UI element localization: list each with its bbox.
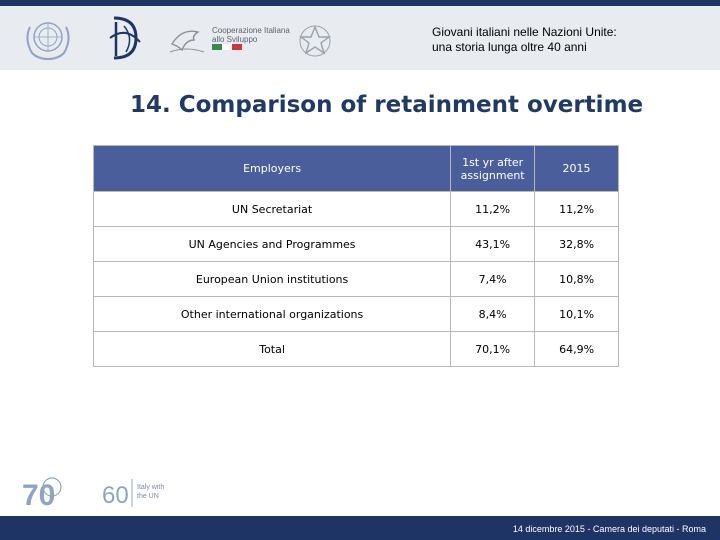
- table-row: European Union institutions 7,4% 10,8%: [92, 261, 619, 297]
- retainment-table: Employers 1st yr after assignment 2015 U…: [92, 145, 619, 367]
- first-year-cell: 70,1%: [450, 331, 536, 367]
- first-year-cell: 11,2%: [450, 191, 536, 227]
- year-2015-cell: 64,9%: [534, 331, 619, 367]
- year-2015-cell: 10,1%: [534, 296, 619, 332]
- header-title: Giovani italiani nelle Nazioni Unite: un…: [432, 25, 712, 55]
- coop-line-2: allo Sviluppo: [212, 35, 258, 44]
- table-row: UN Agencies and Programmes 43,1% 32,8%: [92, 226, 619, 262]
- first-year-cell: 43,1%: [450, 226, 536, 262]
- italian-republic-emblem-icon: [298, 24, 332, 60]
- first-year-cell: 7,4%: [450, 261, 536, 297]
- logo60-caption-1: Italy with: [137, 484, 164, 491]
- header-first-year: 1st yr after assignment: [450, 145, 536, 192]
- employer-cell: UN Agencies and Programmes: [92, 226, 452, 262]
- header-title-line-1: Giovani italiani nelle Nazioni Unite:: [432, 25, 617, 39]
- dove-icon: [169, 30, 205, 53]
- un-70-logo: 70: [20, 472, 100, 512]
- cooperazione-logo: Cooperazione Italiana allo Sviluppo: [168, 22, 308, 62]
- coop-line-1: Cooperazione Italiana: [212, 26, 290, 35]
- year-2015-cell: 10,8%: [534, 261, 619, 297]
- first-year-cell: 8,4%: [450, 296, 536, 332]
- footer-text: 14 dicembre 2015 - Camera dei deputati -…: [512, 524, 706, 534]
- bottom-bar: 14 dicembre 2015 - Camera dei deputati -…: [0, 516, 720, 540]
- italian-ministry-logo-icon: [104, 12, 146, 66]
- italy-flag-icon: [212, 44, 242, 50]
- italy-un-60-logo: 60 Italy with the UN: [102, 475, 198, 511]
- year-2015-cell: 11,2%: [534, 191, 619, 227]
- logo60-number: 60: [102, 482, 129, 509]
- employer-cell: Total: [92, 331, 452, 367]
- logo60-caption-2: the UN: [137, 493, 159, 500]
- header-2015: 2015: [534, 145, 619, 192]
- employer-cell: UN Secretariat: [92, 191, 452, 227]
- table-row-total: Total 70,1% 64,9%: [92, 331, 619, 367]
- header-title-line-2: una storia lunga oltre 40 anni: [432, 40, 587, 54]
- un-emblem-icon: [20, 13, 76, 65]
- table-row: UN Secretariat 11,2% 11,2%: [92, 191, 619, 227]
- table-row: Other international organizations 8,4% 1…: [92, 296, 619, 332]
- employer-cell: Other international organizations: [92, 296, 452, 332]
- coop-title: Cooperazione Italiana allo Sviluppo: [212, 26, 290, 44]
- top-bar: [0, 0, 720, 6]
- table-header-row: Employers 1st yr after assignment 2015: [92, 145, 619, 192]
- year-2015-cell: 32,8%: [534, 226, 619, 262]
- employer-cell: European Union institutions: [92, 261, 452, 297]
- header-band: [0, 6, 720, 70]
- slide-title: 14. Comparison of retainment overtime: [130, 92, 644, 118]
- header-employers: Employers: [92, 145, 452, 192]
